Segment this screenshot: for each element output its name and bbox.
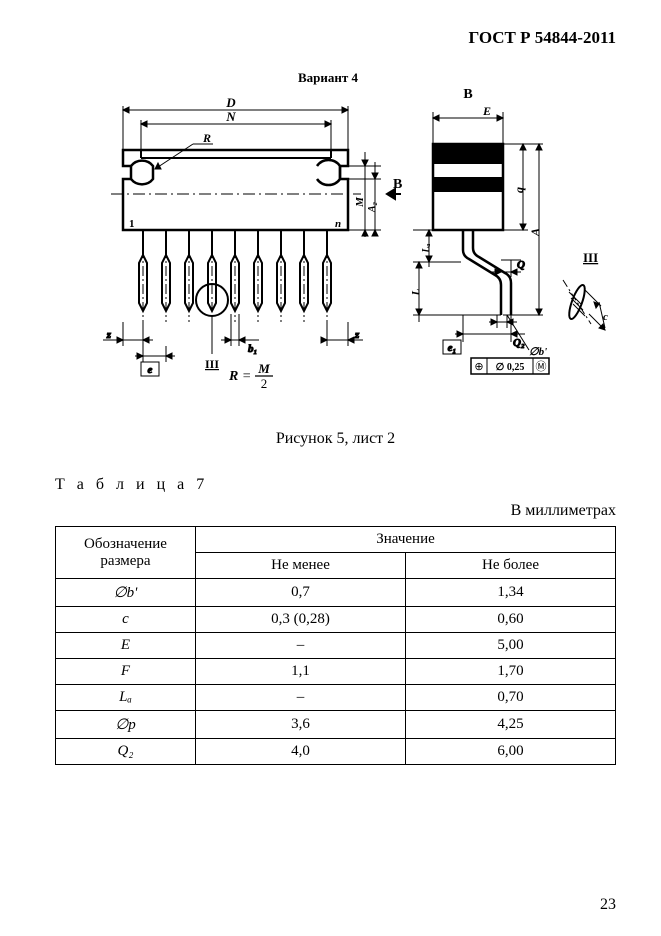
table-row: F 1,1 1,70 (56, 659, 616, 685)
svg-text:B: B (393, 177, 402, 192)
table-row: c 0,3 (0,28) 0,60 (56, 607, 616, 633)
svg-text:Q: Q (517, 259, 525, 271)
svg-text:Lₐ: Lₐ (421, 243, 432, 253)
svg-text:c: c (603, 311, 608, 323)
svg-text:N: N (225, 109, 236, 124)
svg-text:III: III (583, 250, 598, 265)
table-row: Q₂ 4,0 6,00 (56, 739, 616, 765)
col-value: Значение (196, 527, 616, 553)
table-row: E – 5,00 (56, 633, 616, 659)
svg-text:D: D (225, 95, 236, 110)
pin-row (139, 230, 331, 322)
variant-label: Вариант 4 (298, 70, 359, 85)
col-max: Не более (406, 553, 616, 579)
svg-text:n: n (335, 218, 341, 230)
svg-text:R: R (202, 131, 211, 145)
svg-text:A: A (528, 228, 542, 237)
svg-text:e₁: e₁ (448, 342, 457, 354)
figure-variant4: Вариант 4 D (63, 62, 608, 402)
svg-text:M: M (257, 361, 270, 376)
svg-text:e: e (148, 364, 153, 376)
svg-text:L: L (410, 288, 422, 296)
svg-text:A₂: A₂ (367, 202, 378, 213)
svg-text:⊕: ⊕ (474, 361, 483, 373)
figure-caption: Рисунок 5, лист 2 (55, 430, 616, 448)
col-dimension: Обозначение размера (56, 527, 196, 579)
table-units: В миллиметрах (55, 502, 616, 520)
table-row: Lₐ – 0,70 (56, 685, 616, 711)
front-view: D N (103, 95, 381, 391)
tolerance-frame: ⊕ ∅ 0,25 Ⓜ (471, 358, 549, 374)
page-number: 23 (600, 896, 616, 914)
dimensions-table: Обозначение размера Значение Не менее Не… (55, 526, 616, 765)
svg-text:B: B (463, 87, 472, 102)
detail-III: III c (563, 250, 608, 330)
svg-text:2: 2 (261, 376, 268, 391)
svg-text:∅ 0,25: ∅ 0,25 (496, 362, 525, 373)
col-min: Не менее (196, 553, 406, 579)
side-view: B E (410, 87, 549, 374)
svg-text:III: III (205, 357, 219, 371)
table-number: Т а б л и ц а 7 (55, 476, 616, 494)
svg-text:1: 1 (129, 218, 135, 230)
svg-text:Q₂: Q₂ (513, 337, 525, 349)
svg-text:Ⓜ: Ⓜ (536, 360, 547, 373)
document-header: ГОСТ Р 54844-2011 (55, 28, 616, 48)
svg-text:E: E (482, 104, 491, 118)
svg-text:R =: R = (228, 369, 251, 384)
svg-text:q: q (512, 187, 526, 193)
svg-text:z: z (106, 329, 112, 341)
svg-text:M: M (354, 196, 366, 208)
table-row: ∅p 3,6 4,25 (56, 711, 616, 739)
formula: R = M 2 (228, 361, 273, 391)
svg-text:∅b': ∅b' (529, 346, 547, 358)
svg-text:z: z (354, 329, 360, 341)
table-row: ∅b' 0,7 1,34 (56, 579, 616, 607)
svg-text:b₁: b₁ (248, 343, 257, 355)
